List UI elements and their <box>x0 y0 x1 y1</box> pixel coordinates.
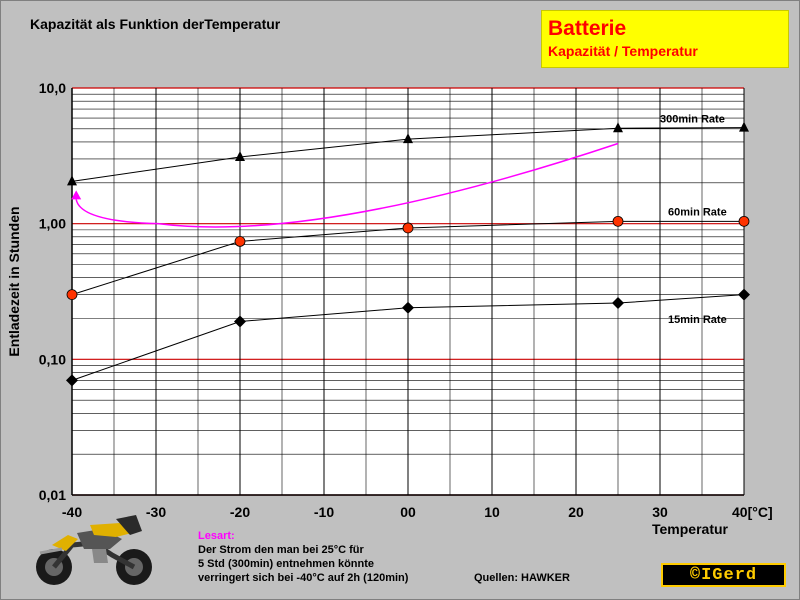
data-point <box>66 289 78 301</box>
y-tick-label: 10,0 <box>39 80 66 96</box>
x-tick-label: 40[°C] <box>732 504 773 520</box>
data-point <box>66 374 78 387</box>
series-label: 60min Rate <box>668 206 727 218</box>
x-tick-label: 30 <box>652 504 668 520</box>
x-tick-label: -30 <box>146 504 166 520</box>
x-tick-label: -10 <box>314 504 334 520</box>
data-point <box>612 297 624 310</box>
data-point <box>403 133 413 144</box>
y-axis-label: Entladezeit in Stunden <box>6 206 22 356</box>
note-line: Der Strom den man bei 25°C für <box>198 544 364 556</box>
series-label: 300min Rate <box>660 113 725 125</box>
x-axis-label: Temperatur <box>652 521 729 537</box>
note-title: Lesart: <box>198 530 235 542</box>
note-line: verringert sich bei -40°C auf 2h (120min… <box>198 572 409 584</box>
y-tick-label: 0,01 <box>39 487 66 503</box>
motorcycle-icon <box>36 515 152 585</box>
y-tick-label: 1,00 <box>39 216 66 232</box>
data-point <box>738 288 750 301</box>
data-point <box>738 215 750 227</box>
x-tick-label: -40 <box>62 504 82 520</box>
data-point <box>67 175 77 186</box>
data-point <box>739 121 749 132</box>
page-title: Kapazität als Funktion derTemperatur <box>30 16 281 32</box>
x-tick-label: 10 <box>484 504 500 520</box>
title-box-main: Batterie <box>548 17 627 40</box>
data-point <box>402 222 414 234</box>
note-line: 5 Std (300min) entnehmen könnte <box>198 558 375 570</box>
title-box-sub: Kapazität / Temperatur <box>548 43 698 59</box>
x-tick-label: -20 <box>230 504 250 520</box>
annotation-arrow-head <box>71 190 82 200</box>
x-tick-label: 00 <box>400 504 416 520</box>
y-tick-label: 0,10 <box>39 351 66 367</box>
data-point <box>235 151 245 162</box>
copyright-logo: ©IGerd <box>661 563 786 587</box>
data-point <box>234 236 246 247</box>
title-box: Batterie Kapazität / Temperatur <box>541 10 789 68</box>
source-label: Quellen: HAWKER <box>474 572 570 584</box>
data-point <box>402 301 414 314</box>
data-point <box>613 122 623 133</box>
data-point <box>234 315 246 328</box>
x-tick-label: 20 <box>568 504 584 520</box>
data-point <box>612 215 624 227</box>
series-label: 15min Rate <box>668 314 727 326</box>
annotation-arrow-line <box>75 142 619 228</box>
